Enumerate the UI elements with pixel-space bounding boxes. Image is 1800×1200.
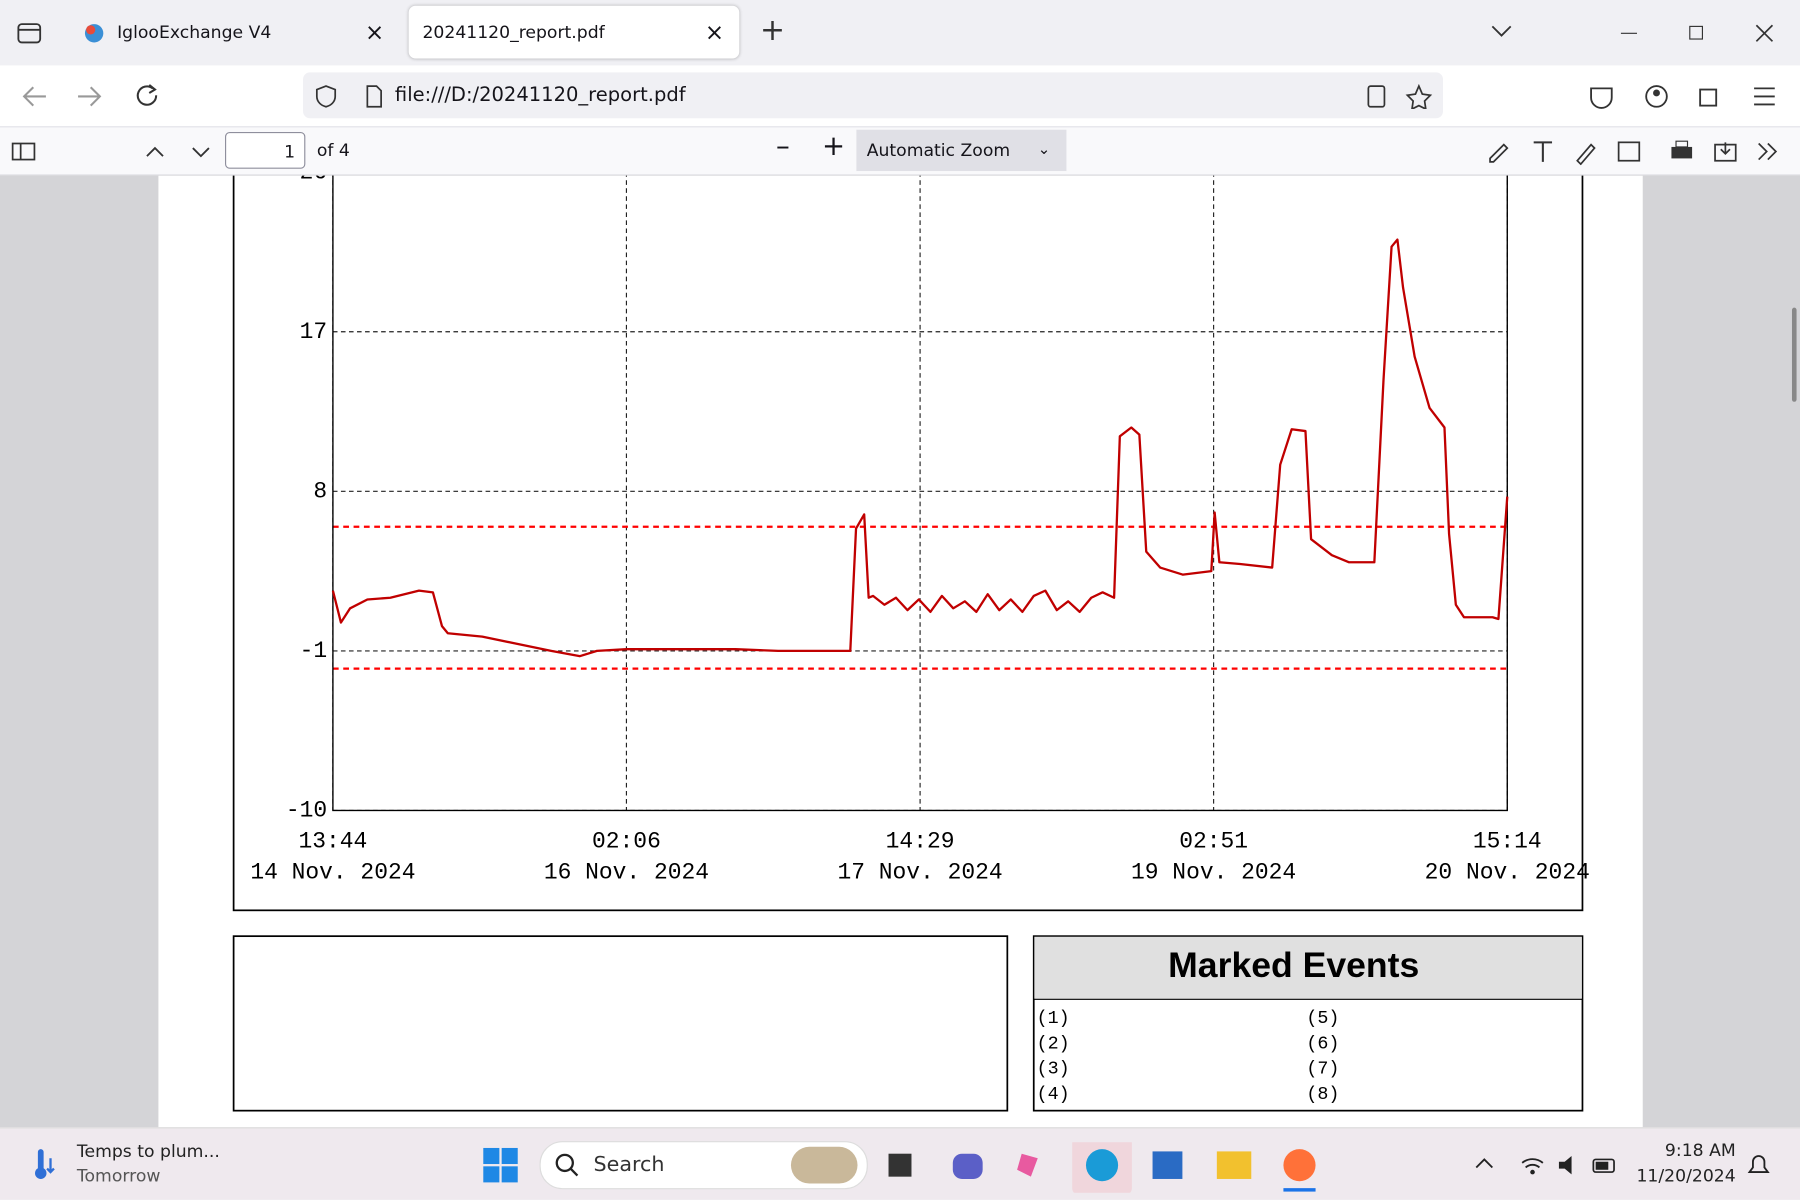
search-box[interactable]: Search <box>539 1141 868 1190</box>
favicon <box>84 24 104 43</box>
y-tick-label: -1 <box>300 638 328 664</box>
y-tick-label: 17 <box>300 319 328 345</box>
zoom-select[interactable]: Automatic Zoom ⌄ <box>856 129 1067 172</box>
pdf-toolbar: 1 of 4 – + Automatic Zoom ⌄ <box>0 127 1800 176</box>
event-item: (4) <box>1037 1084 1070 1105</box>
event-item: (1) <box>1037 1008 1070 1029</box>
zoom-label: Automatic Zoom <box>866 140 1011 161</box>
event-item: (6) <box>1306 1033 1339 1054</box>
url-actions[interactable] <box>1365 83 1434 110</box>
x-tick-time: 02:51 <box>1179 829 1248 855</box>
chart-frame <box>232 175 1584 912</box>
x-tick-time: 13:44 <box>298 829 367 855</box>
url-bar[interactable]: file:///D:/20241120_report.pdf <box>303 72 1443 119</box>
tab-title: IglooExchange V4 <box>117 21 272 43</box>
x-tick-time: 02:06 <box>592 829 661 855</box>
url-icons <box>315 85 382 108</box>
url-text: file:///D:/20241120_report.pdf <box>394 83 686 107</box>
event-item: (3) <box>1037 1059 1070 1080</box>
tab-overflow[interactable] <box>1490 23 1513 39</box>
clock-time[interactable]: 9:18 AM <box>1664 1139 1736 1161</box>
window-controls[interactable] <box>1616 21 1777 46</box>
weather-title[interactable]: Temps to plum... <box>76 1141 220 1162</box>
x-tick-date: 14 Nov. 2024 <box>250 860 415 886</box>
event-item: (2) <box>1037 1033 1070 1054</box>
x-tick-date: 17 Nov. 2024 <box>837 860 1002 886</box>
page-count: of 4 <box>316 140 350 161</box>
tab-list-icon[interactable] <box>16 21 44 46</box>
series-line <box>331 238 1509 658</box>
x-tick-date: 19 Nov. 2024 <box>1131 860 1296 886</box>
y-tick-label: -10 <box>286 798 327 824</box>
tab-close[interactable]: × <box>365 18 385 46</box>
x-tick-time: 14:29 <box>886 829 955 855</box>
start-button[interactable] <box>482 1147 519 1184</box>
plot-frame <box>332 175 1508 812</box>
weather-sub: Tomorrow <box>76 1165 161 1186</box>
tab[interactable]: IglooExchange V4 × <box>69 6 396 59</box>
event-item: (7) <box>1306 1059 1339 1080</box>
events-header <box>1034 936 1582 999</box>
events-title: Marked Events <box>1168 945 1419 985</box>
notes-box <box>232 935 1009 1112</box>
pdf-tool-icons[interactable] <box>1485 138 1795 166</box>
weather-icon <box>35 1149 55 1179</box>
page-input[interactable]: 1 <box>225 132 306 169</box>
pdf-nav-icons[interactable] <box>11 140 229 163</box>
tab-bar: IglooExchange V4 × 20241120_report.pdf ×… <box>0 0 1800 66</box>
chart: Marked Events -10 -1 8 17 26 13:44 14 Nov. 202… <box>232 175 1590 1112</box>
zoom-in[interactable]: + <box>821 129 846 162</box>
search-highlight <box>790 1146 858 1184</box>
tab-title: 20241120_report.pdf <box>422 21 605 43</box>
x-tick-time: 15:14 <box>1473 829 1542 855</box>
system-tray[interactable] <box>1474 1151 1623 1179</box>
y-tick-label: 8 <box>313 478 327 504</box>
new-tab[interactable]: + <box>759 13 785 49</box>
taskbar: Temps to plum... Tomorrow Search 9:18 AM… <box>0 1127 1800 1200</box>
y-tick-label: 26 <box>300 176 328 186</box>
x-tick-date: 20 Nov. 2024 <box>1425 860 1590 886</box>
notifications[interactable] <box>1745 1151 1773 1179</box>
scrollbar[interactable] <box>1791 307 1797 402</box>
event-item: (5) <box>1306 1008 1339 1029</box>
pdf-viewer: Marked Events -10 -1 8 17 26 13:44 14 Nov. 202… <box>0 175 1800 1128</box>
x-tick-date: 16 Nov. 2024 <box>544 860 709 886</box>
taskbar-apps[interactable] <box>882 1142 1330 1193</box>
search-label: Search <box>593 1152 665 1177</box>
clock-date[interactable]: 11/20/2024 <box>1636 1165 1736 1186</box>
search-icon <box>555 1153 579 1177</box>
event-item: (8) <box>1306 1084 1339 1105</box>
tab-close[interactable]: × <box>704 18 725 46</box>
tab-active[interactable]: 20241120_report.pdf × <box>408 5 740 59</box>
toolbar-icons[interactable] <box>1588 83 1783 113</box>
nav-buttons[interactable] <box>21 82 170 112</box>
zoom-out[interactable]: – <box>776 129 790 162</box>
